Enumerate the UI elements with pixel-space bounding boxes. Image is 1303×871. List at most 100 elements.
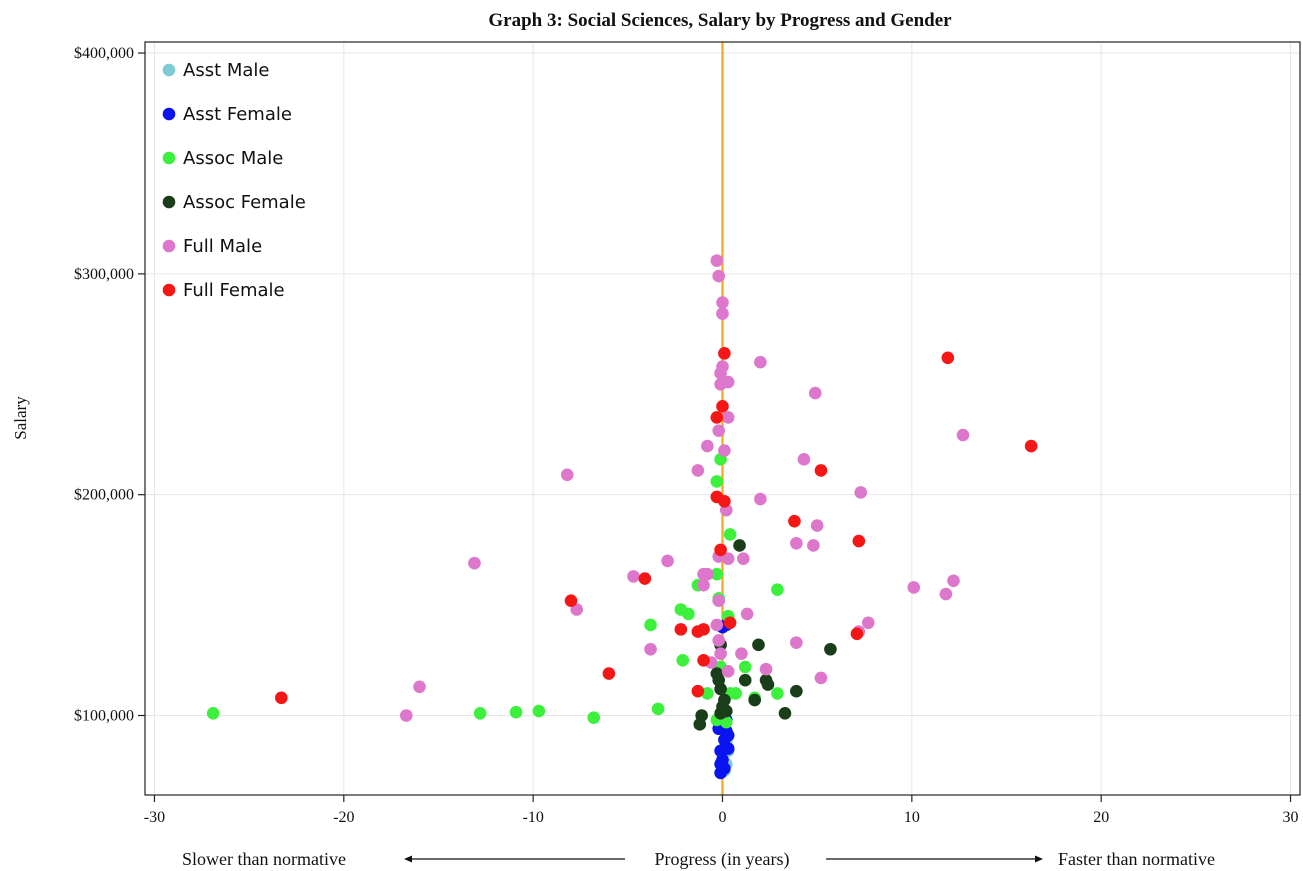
legend-label-full-male: Full Male — [183, 236, 262, 257]
point-full-male — [714, 366, 727, 380]
x-tick-label: -10 — [522, 809, 543, 826]
point-assoc-female — [738, 673, 752, 687]
x-axis-label: Progress (in years) — [655, 849, 790, 870]
legend-marker-assoc-male — [162, 151, 176, 165]
point-assoc-female — [714, 682, 727, 696]
point-full-male — [807, 539, 820, 552]
point-assoc-male — [771, 687, 784, 700]
point-full-male — [721, 552, 735, 566]
point-assoc-male — [532, 704, 546, 718]
x-tick-label: 30 — [1283, 809, 1299, 826]
point-assoc-female — [778, 706, 792, 720]
point-full-male — [754, 492, 767, 506]
x-tick-label: 10 — [904, 809, 920, 826]
legend-label-asst-male: Asst Male — [183, 60, 269, 81]
point-assoc-female — [716, 700, 729, 713]
point-full-male — [413, 680, 426, 694]
point-assoc-female — [761, 678, 775, 691]
point-full-female — [638, 572, 652, 585]
point-full-female — [850, 627, 864, 641]
y-axis-label: Salary — [11, 396, 30, 440]
point-asst-female — [714, 766, 727, 780]
axis-ticks: -30 -20 -10 0 10 20 30 $100,000 $200,000 $300,000… — [74, 45, 1299, 826]
point-full-male — [712, 594, 726, 607]
legend-label-assoc-male: Assoc Male — [183, 148, 283, 169]
point-full-male — [627, 570, 640, 583]
point-full-female — [275, 691, 288, 705]
point-full-male — [714, 377, 727, 391]
point-full-female — [714, 543, 727, 557]
point-full-male — [956, 428, 970, 442]
point-full-male — [701, 567, 714, 581]
point-assoc-female — [790, 684, 803, 698]
point-full-female — [718, 495, 731, 508]
point-assoc-male — [710, 567, 724, 581]
point-full-male — [716, 307, 729, 320]
point-full-male — [740, 607, 754, 621]
point-assoc-female — [693, 718, 707, 731]
x-axis-label-faster: Faster than normative — [1058, 849, 1215, 869]
point-full-female — [788, 514, 801, 528]
point-assoc-female — [748, 693, 761, 707]
point-full-male — [560, 468, 574, 482]
point-full-male — [808, 386, 822, 400]
point-full-male — [814, 671, 828, 685]
point-full-male — [701, 439, 714, 453]
point-assoc-female — [824, 642, 837, 656]
arrow-right — [826, 855, 1043, 863]
x-axis-label-slower: Slower than normative — [182, 849, 346, 869]
point-full-male — [790, 536, 803, 550]
legend-label-assoc-female: Assoc Female — [183, 192, 306, 213]
point-assoc-male — [587, 711, 601, 725]
legend-marker-full-female — [162, 283, 176, 297]
point-full-male — [939, 587, 953, 601]
point-assoc-female — [752, 638, 765, 652]
point-full-female — [852, 534, 866, 548]
legend-marker-asst-female — [162, 107, 176, 121]
point-full-male — [697, 578, 710, 592]
data-points — [206, 254, 1038, 780]
point-assoc-female — [733, 539, 746, 552]
point-assoc-male — [710, 475, 724, 488]
point-full-female — [564, 594, 578, 607]
point-full-male — [468, 556, 481, 570]
point-full-male — [716, 296, 729, 309]
x-tick-label: 20 — [1093, 809, 1109, 826]
chart-title: Graph 3: Social Sciences, Salary by Prog… — [488, 10, 952, 31]
point-full-male — [754, 355, 767, 369]
point-full-female — [718, 347, 731, 360]
point-assoc-male — [509, 705, 523, 719]
legend: Asst Male Asst Female Assoc Male Assoc Fema… — [162, 60, 306, 301]
point-full-female — [697, 653, 710, 667]
point-full-female — [1024, 439, 1038, 453]
point-full-female — [602, 667, 616, 680]
point-full-female — [674, 623, 688, 636]
point-assoc-male — [701, 687, 714, 700]
point-full-male — [714, 647, 727, 660]
point-assoc-male — [771, 583, 784, 596]
point-full-female — [941, 351, 955, 365]
y-tick-label: $100,000 — [74, 708, 134, 725]
y-tick-label: $200,000 — [74, 487, 134, 504]
point-full-male — [759, 662, 773, 676]
point-full-male — [735, 647, 748, 660]
arrow-left — [404, 855, 625, 863]
point-full-female — [691, 684, 705, 698]
legend-marker-asst-male — [162, 63, 176, 77]
point-full-male — [718, 444, 731, 457]
point-full-male — [947, 574, 960, 588]
point-assoc-male — [473, 706, 487, 720]
point-full-male — [399, 709, 413, 722]
point-full-male — [810, 519, 824, 532]
point-full-male — [712, 634, 726, 647]
point-full-male — [790, 636, 803, 649]
point-full-male — [854, 486, 868, 499]
point-full-male — [737, 552, 750, 566]
point-full-male — [712, 424, 726, 437]
point-full-male — [861, 616, 875, 630]
point-full-female — [723, 616, 737, 630]
point-assoc-male — [676, 653, 690, 667]
legend-label-full-female: Full Female — [183, 280, 285, 301]
point-full-male — [721, 665, 735, 678]
legend-marker-assoc-female — [162, 195, 176, 209]
